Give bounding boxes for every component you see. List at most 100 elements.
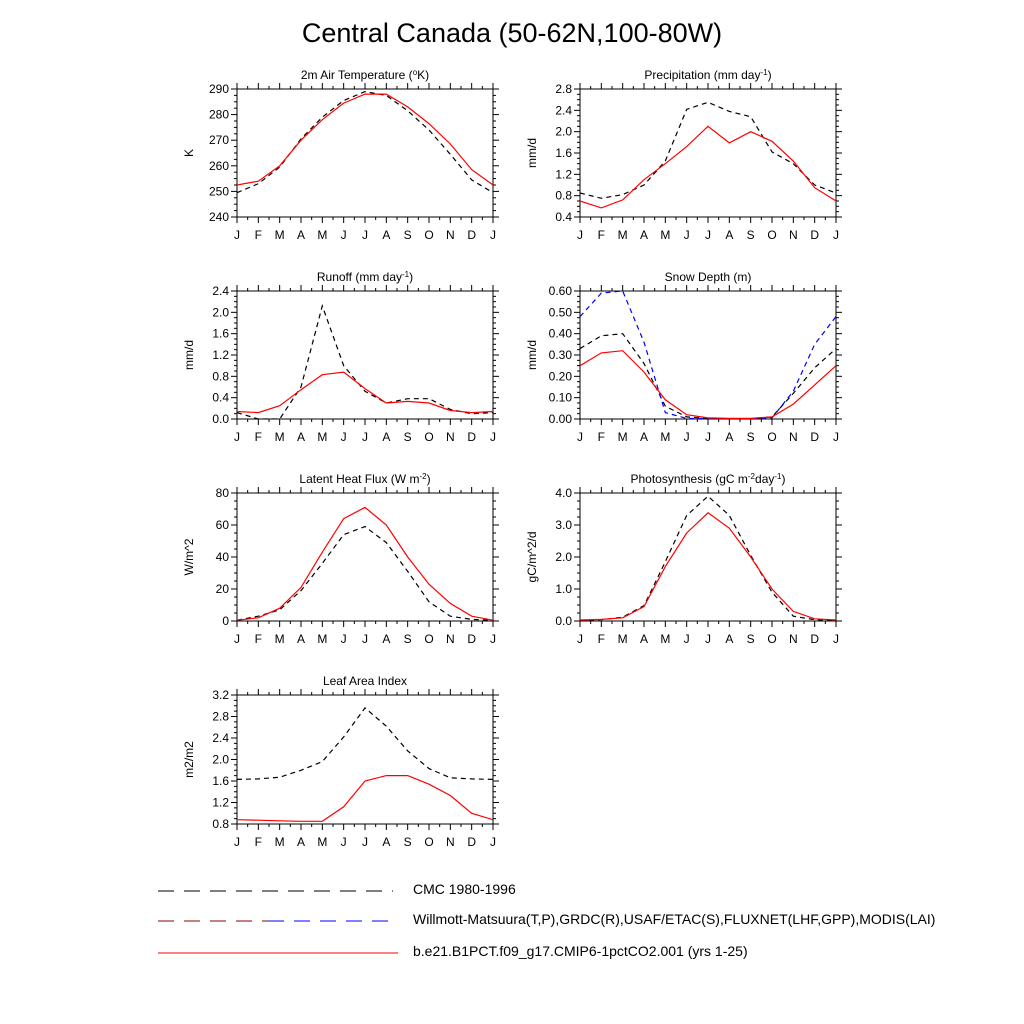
x-tick-label: N: [446, 430, 455, 444]
panel-title: Photosynthesis (gC m-2day-1): [631, 472, 786, 487]
y-tick-label: 0.4: [555, 210, 572, 224]
x-tick-label: N: [789, 228, 798, 242]
x-tick-label: N: [789, 430, 798, 444]
x-tick-label: M: [275, 632, 285, 646]
y-tick-label: 0.40: [549, 327, 573, 341]
series-line-model: [237, 774, 493, 822]
x-tick-label: M: [317, 228, 327, 242]
x-tick-label: J: [362, 228, 368, 242]
y-tick-label: 0.00: [549, 412, 573, 426]
x-tick-label: M: [275, 835, 285, 849]
y-tick-label: 0.8: [212, 369, 229, 383]
y-tick-label: 40: [216, 550, 230, 564]
x-tick-label: J: [577, 228, 583, 242]
series-line-obs: [237, 90, 493, 194]
y-tick-label: 2.0: [212, 305, 229, 319]
y-axis-label: mm/d: [525, 340, 539, 370]
x-tick-label: J: [490, 430, 496, 444]
panel-2: J F M A M J J A S O N D J0.00.40.81.21.62.02.4mm/dRu…: [182, 270, 499, 444]
panel-title: Latent Heat Flux (W m-2): [299, 472, 430, 487]
y-tick-label: 0: [222, 614, 229, 628]
x-tick-label: J: [684, 430, 690, 444]
plot-frame: [236, 290, 494, 420]
y-tick-label: 0.10: [549, 391, 573, 405]
x-tick-label: J: [341, 430, 347, 444]
x-tick-label: O: [767, 228, 776, 242]
x-tick-label: A: [297, 835, 305, 849]
y-tick-label: 1.6: [555, 146, 572, 160]
y-tick-label: 270: [209, 133, 229, 147]
y-tick-label: 0.20: [549, 369, 573, 383]
series-line-model: [580, 512, 836, 621]
x-tick-label: M: [660, 228, 670, 242]
x-tick-label: J: [577, 632, 583, 646]
x-tick-label: D: [810, 430, 819, 444]
x-tick-label: A: [640, 430, 648, 444]
x-tick-label: J: [490, 228, 496, 242]
y-tick-label: 290: [209, 82, 229, 96]
y-tick-label: 1.2: [212, 796, 229, 810]
y-axis-label: m2/m2: [182, 741, 196, 778]
y-tick-label: 4.0: [555, 486, 572, 500]
x-tick-label: O: [767, 430, 776, 444]
panel-title: Snow Depth (m): [665, 270, 752, 284]
x-tick-label: J: [705, 228, 711, 242]
x-tick-label: M: [618, 632, 628, 646]
y-tick-label: 60: [216, 518, 230, 532]
x-tick-label: O: [424, 632, 433, 646]
y-tick-label: 0.0: [212, 412, 229, 426]
y-tick-label: 240: [209, 210, 229, 224]
x-tick-label: M: [660, 632, 670, 646]
plot-frame: [579, 88, 837, 218]
y-tick-label: 280: [209, 108, 229, 122]
series-line-model: [237, 506, 493, 621]
legend-label-cmc: CMC 1980-1996: [413, 881, 516, 897]
x-tick-label: A: [725, 228, 733, 242]
x-tick-label: N: [446, 632, 455, 646]
x-tick-label: F: [598, 228, 605, 242]
series-line-obs: [237, 303, 493, 419]
x-tick-label: N: [446, 835, 455, 849]
x-tick-label: A: [297, 228, 305, 242]
y-tick-label: 0.30: [549, 348, 573, 362]
series-line-model: [580, 125, 836, 209]
series-line-cmc: [580, 333, 836, 419]
x-tick-label: A: [640, 632, 648, 646]
x-tick-label: S: [747, 430, 755, 444]
series-line-model: [580, 350, 836, 419]
y-tick-label: 20: [216, 582, 230, 596]
x-tick-label: A: [382, 632, 390, 646]
x-tick-label: J: [705, 430, 711, 444]
y-tick-label: 1.6: [212, 774, 229, 788]
x-tick-label: D: [810, 632, 819, 646]
x-tick-label: M: [618, 228, 628, 242]
x-tick-label: A: [725, 632, 733, 646]
x-tick-label: M: [317, 835, 327, 849]
legend-label-model: b.e21.B1PCT.f09_g17.CMIP6-1pctCO2.001 (y…: [413, 943, 748, 959]
x-tick-label: J: [490, 835, 496, 849]
x-tick-label: J: [833, 228, 839, 242]
x-tick-label: J: [833, 632, 839, 646]
y-tick-label: 2.0: [212, 753, 229, 767]
x-tick-label: J: [341, 228, 347, 242]
y-tick-label: 0.8: [555, 189, 572, 203]
x-tick-label: F: [255, 430, 262, 444]
panel-title: Precipitation (mm day-1): [644, 68, 771, 83]
x-tick-label: J: [684, 632, 690, 646]
x-tick-label: M: [660, 430, 670, 444]
y-axis-label: mm/d: [182, 340, 196, 370]
x-tick-label: O: [424, 430, 433, 444]
x-tick-label: J: [234, 835, 240, 849]
x-tick-label: A: [725, 430, 733, 444]
y-tick-label: 2.0: [555, 550, 572, 564]
x-tick-label: D: [467, 430, 476, 444]
x-tick-label: A: [640, 228, 648, 242]
panel-title: Runoff (mm day-1): [317, 270, 413, 285]
x-tick-label: M: [317, 632, 327, 646]
y-tick-label: 2.8: [555, 82, 572, 96]
x-tick-label: F: [255, 228, 262, 242]
panel-6: J F M A M J J A S O N D J0.81.21.62.02.42.83.2m2/m2L…: [182, 674, 499, 849]
y-axis-label: gC/m^2/d: [525, 532, 539, 583]
x-tick-label: J: [234, 632, 240, 646]
